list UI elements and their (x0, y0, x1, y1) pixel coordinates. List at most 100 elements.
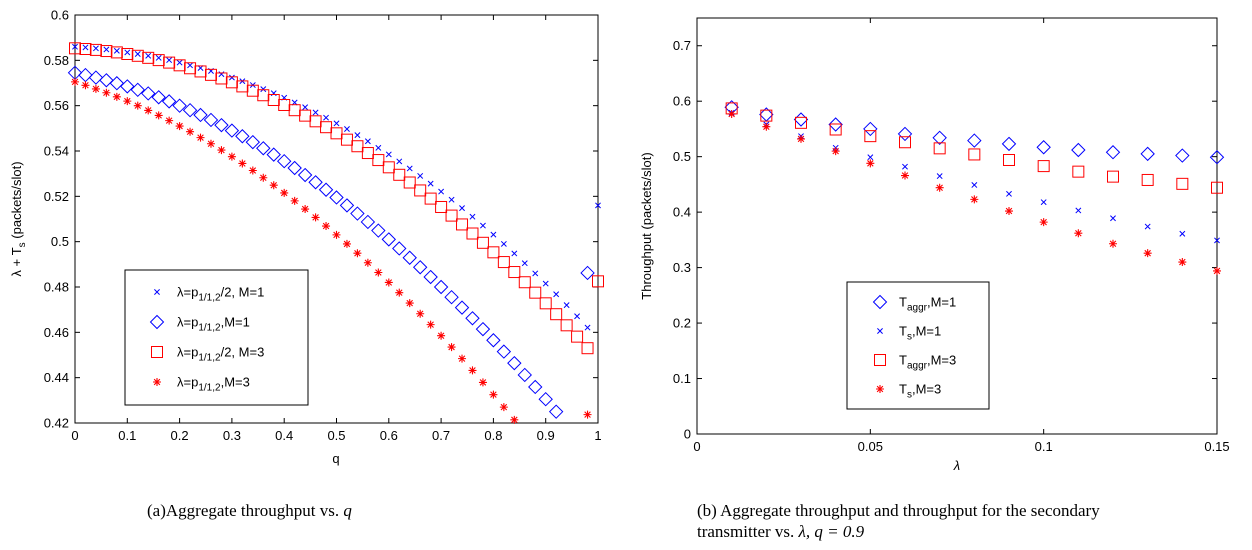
series-1 (67, 65, 595, 419)
data-point (438, 188, 445, 195)
x-tick-label: 0.4 (275, 428, 293, 443)
data-point (187, 62, 194, 69)
y-tick-label: 0.7 (673, 38, 691, 53)
data-point (459, 205, 465, 212)
data-point (542, 280, 549, 287)
data-point (1179, 230, 1186, 237)
data-point (323, 114, 329, 121)
data-point (82, 44, 89, 51)
data-point (497, 256, 510, 269)
data-point (206, 139, 215, 148)
data-point (971, 182, 978, 188)
data-point (550, 308, 563, 321)
data-point (248, 166, 257, 175)
data-point (280, 188, 289, 197)
data-point (257, 89, 270, 102)
caption-b-label: (b) (697, 501, 717, 520)
data-point (1105, 145, 1121, 160)
data-point (69, 42, 81, 55)
data-point (353, 249, 362, 258)
data-point (350, 206, 365, 221)
data-point (259, 173, 268, 182)
legend-marker (151, 346, 163, 358)
series-2 (69, 42, 604, 355)
data-point (935, 183, 944, 192)
data-point (227, 152, 236, 161)
data-point (131, 49, 144, 62)
data-point (517, 367, 532, 383)
data-point (184, 62, 197, 75)
y-tick-label: 0.58 (44, 53, 69, 68)
legend-marker (874, 354, 886, 366)
data-point (416, 309, 425, 318)
data-point (426, 320, 435, 329)
data-point (342, 239, 351, 248)
chart-a: 0 0.1 0.2 0.3 0.4 0.5 0.6 0.7 0.8 0.9 1 0.42 0.44 0.4… (9, 8, 604, 520)
data-point (161, 94, 177, 109)
data-point (311, 213, 320, 222)
data-point (1036, 140, 1051, 155)
data-point (344, 126, 350, 132)
data-point (486, 333, 501, 348)
data-point (246, 84, 259, 97)
data-point (1071, 142, 1086, 158)
y-tick-label: 0.48 (44, 280, 69, 295)
data-point (330, 127, 343, 140)
data-point (384, 278, 393, 287)
legend-label: Taggr,M=3 (899, 353, 956, 372)
series-3 (727, 109, 1221, 275)
data-point (933, 142, 946, 155)
data-point (539, 297, 552, 310)
data-point (932, 130, 947, 146)
data-point (372, 154, 385, 167)
y-tick-label: 0.6 (51, 8, 69, 23)
legend-marker (877, 328, 883, 334)
data-point (166, 57, 173, 64)
caption-b-line2-var: λ, (798, 522, 811, 541)
data-point (182, 102, 198, 118)
data-point (762, 122, 771, 131)
data-point (1214, 237, 1220, 244)
data-point (1213, 266, 1221, 275)
data-point (490, 231, 497, 238)
data-point (218, 71, 225, 78)
data-point (511, 250, 518, 257)
data-point (469, 213, 476, 220)
data-point (186, 127, 195, 136)
data-point (141, 86, 156, 101)
caption-b-line2: transmitter vs. λ, q = 0.9 (697, 522, 865, 541)
data-point (235, 129, 250, 144)
data-point (864, 130, 877, 143)
data-point (302, 104, 309, 111)
y-tick-label: 0.4 (673, 205, 691, 220)
ticks-b: 0 0.05 0.1 0.15 0 0.1 0.2 0.3 0.4 0.5 0.6 0.7 (673, 18, 1230, 454)
data-point (269, 181, 278, 190)
data-point (902, 163, 908, 170)
data-point (130, 82, 145, 98)
data-point (88, 70, 104, 85)
data-point (320, 121, 333, 134)
series-0 (724, 100, 1225, 165)
data-point (444, 289, 459, 305)
x-tick-label: 0.1 (1035, 439, 1053, 454)
data-point (176, 59, 183, 66)
legend-marker (872, 294, 888, 310)
data-point (297, 167, 313, 183)
x-tick-label: 0.05 (858, 439, 883, 454)
data-point (1141, 173, 1154, 186)
data-point (124, 49, 131, 56)
data-point (163, 56, 176, 69)
data-point (333, 120, 340, 127)
x-tick-label: 0.2 (171, 428, 189, 443)
data-point (595, 202, 601, 209)
data-point (196, 133, 205, 142)
data-point (1003, 153, 1015, 166)
data-point (203, 112, 219, 128)
caption-b-line1-text: Aggregate throughput and throughput for … (720, 501, 1100, 520)
data-point (1040, 199, 1047, 206)
data-point (110, 46, 123, 59)
y-tick-label: 0.42 (44, 416, 69, 431)
data-point (580, 265, 595, 281)
data-point (727, 109, 736, 118)
data-point (364, 138, 371, 145)
